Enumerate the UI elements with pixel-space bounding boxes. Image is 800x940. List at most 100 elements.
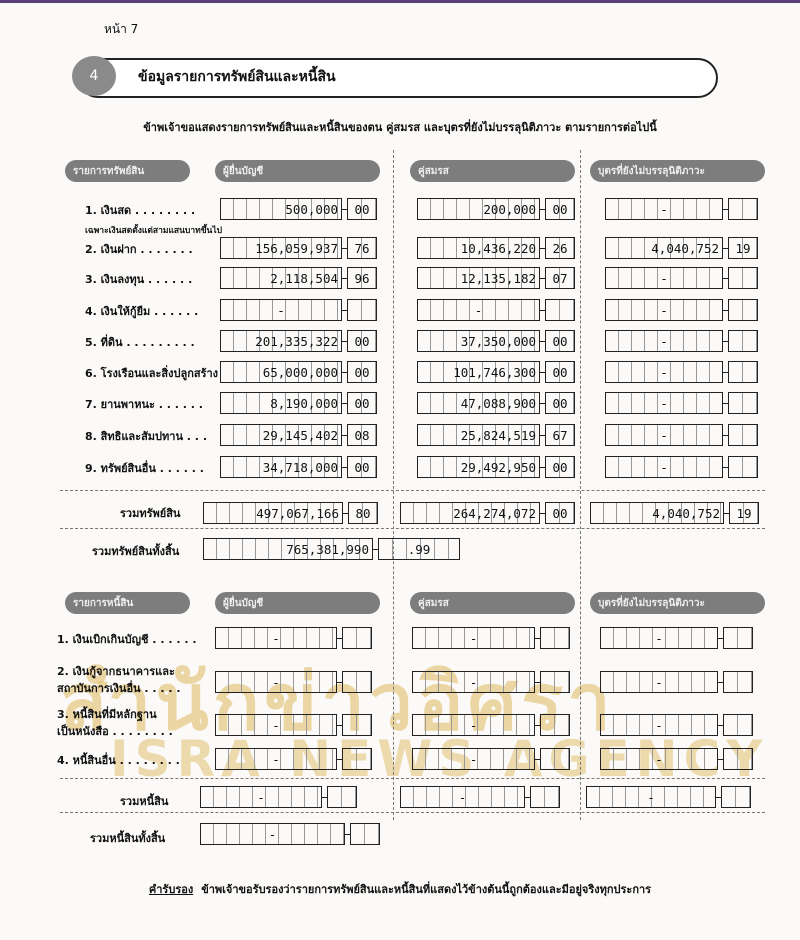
asset-field-spouse[interactable]: 25,824,519 67 bbox=[417, 424, 575, 446]
liability-field-child[interactable]: - bbox=[600, 671, 753, 693]
asset-field-child[interactable]: - bbox=[605, 267, 758, 289]
asset-field-declarant[interactable]: 29,145,402 08 bbox=[220, 424, 377, 446]
separator bbox=[723, 277, 728, 279]
asset-field-spouse[interactable]: - bbox=[417, 299, 575, 321]
separator bbox=[540, 512, 545, 514]
separator bbox=[723, 247, 728, 249]
liabilities-header-1: ผู้ยื่นบัญชี bbox=[215, 592, 380, 614]
separator bbox=[343, 512, 348, 514]
asset-field-spouse[interactable]: 29,492,950 00 bbox=[417, 456, 575, 478]
liability-field-spouse[interactable]: - bbox=[412, 671, 570, 693]
asset-field-declarant[interactable]: 8,190,000 00 bbox=[220, 392, 377, 414]
asset-field-declarant[interactable]: 201,335,322 00 bbox=[220, 330, 377, 352]
liability-field-child[interactable]: - bbox=[600, 627, 753, 649]
asset-field-child[interactable]: - bbox=[605, 361, 758, 383]
asset-field-child[interactable]: - bbox=[605, 198, 758, 220]
asset-field-spouse[interactable]: 37,350,000 00 bbox=[417, 330, 575, 352]
amount-satang: 00 bbox=[545, 361, 575, 383]
separator bbox=[342, 466, 347, 468]
amount-baht: - bbox=[412, 714, 535, 736]
amount-baht: 8,190,000 bbox=[220, 392, 342, 414]
assets-header-0: รายการทรัพย์สิน bbox=[65, 160, 190, 182]
amount-satang: 00 bbox=[347, 361, 377, 383]
liability-field-declarant[interactable]: - bbox=[215, 627, 372, 649]
liabilities-header-3: บุตรที่ยังไม่บรรลุนิติภาวะ bbox=[590, 592, 765, 614]
amount-baht: - bbox=[600, 671, 718, 693]
asset-field-declarant[interactable]: 65,000,000 00 bbox=[220, 361, 377, 383]
asset-field-declarant[interactable]: - bbox=[220, 299, 377, 321]
page-number: หน้า 7 bbox=[104, 22, 139, 36]
amount-satang bbox=[347, 299, 377, 321]
separator bbox=[535, 724, 540, 726]
liability-field-spouse[interactable]: - bbox=[412, 714, 570, 736]
amount-baht: 29,145,402 bbox=[220, 424, 342, 446]
asset-field-child[interactable]: - bbox=[605, 456, 758, 478]
asset-field-spouse[interactable]: 10,436,220 26 bbox=[417, 237, 575, 259]
amount-baht: - bbox=[605, 456, 723, 478]
liability-total-spouse[interactable]: - bbox=[400, 786, 560, 808]
asset-field-spouse[interactable]: 101,746,300 00 bbox=[417, 361, 575, 383]
cash-note: เฉพาะเงินสดตั้งแต่สามแสนบาทขึ้นไป bbox=[85, 226, 222, 236]
liability-field-spouse[interactable]: - bbox=[412, 748, 570, 770]
amount-satang bbox=[728, 330, 758, 352]
asset-field-child[interactable]: - bbox=[605, 299, 758, 321]
amount-baht: 500,000 bbox=[220, 198, 342, 220]
liability-field-child[interactable]: - bbox=[600, 748, 753, 770]
separator bbox=[540, 277, 545, 279]
amount-satang bbox=[342, 748, 372, 770]
separator bbox=[535, 681, 540, 683]
amount-baht: 765,381,990 bbox=[203, 538, 373, 560]
separator bbox=[716, 796, 721, 798]
separator bbox=[723, 309, 728, 311]
separator bbox=[540, 309, 545, 311]
amount-satang bbox=[728, 198, 758, 220]
amount-baht: - bbox=[215, 748, 337, 770]
amount-satang: 00 bbox=[347, 198, 377, 220]
separator bbox=[540, 247, 545, 249]
amount-baht: - bbox=[605, 299, 723, 321]
asset-field-spouse[interactable]: 200,000 00 bbox=[417, 198, 575, 220]
amount-satang: 19 bbox=[728, 237, 758, 259]
liabilities-header-2: คู่สมรส bbox=[410, 592, 575, 614]
separator bbox=[718, 724, 723, 726]
asset-total-spouse[interactable]: 264,274,072 00 bbox=[400, 502, 575, 524]
liability-field-declarant[interactable]: - bbox=[215, 714, 372, 736]
amount-baht: - bbox=[417, 299, 540, 321]
separator bbox=[337, 724, 342, 726]
amount-baht: - bbox=[600, 627, 718, 649]
amount-baht: 4,040,752 bbox=[590, 502, 724, 524]
asset-total-child[interactable]: 4,040,752 19 bbox=[590, 502, 759, 524]
liability-row-label: 1. เงินเบิกเกินบัญชี . . . . . . bbox=[57, 633, 197, 646]
amount-satang: 76 bbox=[347, 237, 377, 259]
liability-field-spouse[interactable]: - bbox=[412, 627, 570, 649]
liability-grand-total-label: รวมหนี้สินทั้งสิ้น bbox=[90, 832, 166, 845]
amount-satang: 00 bbox=[347, 330, 377, 352]
liability-total-declarant[interactable]: - bbox=[200, 786, 357, 808]
amount-baht: - bbox=[412, 748, 535, 770]
liability-field-child[interactable]: - bbox=[600, 714, 753, 736]
asset-field-spouse[interactable]: 47,088,900 00 bbox=[417, 392, 575, 414]
separator bbox=[337, 637, 342, 639]
separator bbox=[342, 371, 347, 373]
amount-baht: - bbox=[200, 823, 345, 845]
asset-field-spouse[interactable]: 12,135,182 07 bbox=[417, 267, 575, 289]
liability-total-child[interactable]: - bbox=[586, 786, 751, 808]
asset-field-declarant[interactable]: 156,059,937 76 bbox=[220, 237, 377, 259]
divider-line bbox=[60, 528, 765, 529]
asset-field-child[interactable]: 4,040,752 19 bbox=[605, 237, 758, 259]
liability-grand-total[interactable]: - bbox=[200, 823, 380, 845]
asset-field-declarant[interactable]: 500,000 00 bbox=[220, 198, 377, 220]
amount-satang bbox=[728, 267, 758, 289]
asset-grand-total[interactable]: 765,381,990.99 bbox=[203, 538, 460, 560]
asset-field-child[interactable]: - bbox=[605, 392, 758, 414]
asset-field-declarant[interactable]: 34,718,000 00 bbox=[220, 456, 377, 478]
liability-field-declarant[interactable]: - bbox=[215, 671, 372, 693]
asset-total-declarant[interactable]: 497,067,166 80 bbox=[203, 502, 378, 524]
asset-field-child[interactable]: - bbox=[605, 424, 758, 446]
asset-field-child[interactable]: - bbox=[605, 330, 758, 352]
separator bbox=[718, 758, 723, 760]
liability-field-declarant[interactable]: - bbox=[215, 748, 372, 770]
amount-satang: 08 bbox=[347, 424, 377, 446]
asset-field-declarant[interactable]: 2,118,504 96 bbox=[220, 267, 377, 289]
amount-satang bbox=[723, 714, 753, 736]
